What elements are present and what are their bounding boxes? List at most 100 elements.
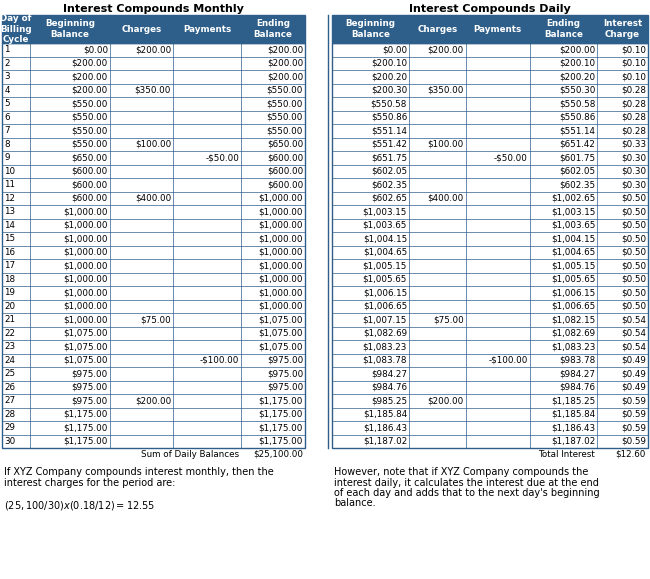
Text: $75.00: $75.00 bbox=[140, 315, 171, 324]
Bar bbox=[332, 15, 648, 43]
Text: 3: 3 bbox=[5, 72, 10, 81]
Text: $0.49: $0.49 bbox=[621, 383, 646, 392]
Text: 28: 28 bbox=[5, 410, 16, 419]
Text: $600.00: $600.00 bbox=[266, 180, 303, 189]
Text: $1,082.69: $1,082.69 bbox=[363, 329, 407, 338]
Text: $0.49: $0.49 bbox=[621, 356, 646, 365]
Text: $100.00: $100.00 bbox=[427, 140, 463, 149]
Text: $0.28: $0.28 bbox=[621, 86, 646, 95]
Text: 23: 23 bbox=[5, 342, 16, 351]
Text: $0.10: $0.10 bbox=[621, 72, 646, 81]
Text: $0.50: $0.50 bbox=[621, 302, 646, 311]
Bar bbox=[2, 15, 305, 43]
Text: $1,175.00: $1,175.00 bbox=[259, 396, 303, 405]
Text: $550.58: $550.58 bbox=[559, 99, 595, 108]
Bar bbox=[2, 15, 30, 43]
Text: $1,003.65: $1,003.65 bbox=[551, 221, 595, 230]
Bar bbox=[465, 15, 530, 43]
Text: $0.33: $0.33 bbox=[621, 140, 646, 149]
Text: $1,004.65: $1,004.65 bbox=[551, 248, 595, 256]
Text: $1,006.15: $1,006.15 bbox=[551, 288, 595, 297]
Text: $1,005.15: $1,005.15 bbox=[551, 261, 595, 270]
Text: $1,004.15: $1,004.15 bbox=[363, 234, 407, 243]
Bar bbox=[2, 43, 305, 448]
Text: $1,006.65: $1,006.65 bbox=[363, 302, 407, 311]
Text: 22: 22 bbox=[5, 329, 16, 338]
Text: $0.50: $0.50 bbox=[621, 207, 646, 216]
Text: $651.75: $651.75 bbox=[371, 153, 407, 162]
Text: Charges: Charges bbox=[417, 24, 458, 34]
Text: $551.14: $551.14 bbox=[371, 126, 407, 135]
Text: $0.00: $0.00 bbox=[83, 45, 108, 54]
Text: $1,000.00: $1,000.00 bbox=[259, 275, 303, 284]
Text: $600.00: $600.00 bbox=[266, 167, 303, 176]
Text: $0.59: $0.59 bbox=[621, 423, 646, 433]
Text: $25,100.00: $25,100.00 bbox=[253, 450, 303, 459]
Text: $0.59: $0.59 bbox=[621, 437, 646, 446]
Text: $1,175.00: $1,175.00 bbox=[259, 410, 303, 419]
Bar bbox=[332, 15, 409, 43]
Text: $1,000.00: $1,000.00 bbox=[64, 288, 108, 297]
Text: $200.00: $200.00 bbox=[72, 86, 108, 95]
Text: $0.50: $0.50 bbox=[621, 261, 646, 270]
Text: $0.50: $0.50 bbox=[621, 275, 646, 284]
Text: $0.30: $0.30 bbox=[621, 167, 646, 176]
Text: $1,175.00: $1,175.00 bbox=[259, 423, 303, 433]
Text: $1,075.00: $1,075.00 bbox=[64, 342, 108, 351]
Text: $1,000.00: $1,000.00 bbox=[64, 234, 108, 243]
Text: Sum of Daily Balances: Sum of Daily Balances bbox=[141, 450, 239, 459]
Text: $975.00: $975.00 bbox=[266, 369, 303, 378]
Bar bbox=[173, 15, 241, 43]
Text: $1,006.65: $1,006.65 bbox=[551, 302, 595, 311]
Text: $550.00: $550.00 bbox=[266, 126, 303, 135]
Text: Total Interest: Total Interest bbox=[538, 450, 595, 459]
Text: Charges: Charges bbox=[122, 24, 162, 34]
Text: $0.50: $0.50 bbox=[621, 248, 646, 256]
Text: $602.35: $602.35 bbox=[371, 180, 407, 189]
Text: $551.42: $551.42 bbox=[371, 140, 407, 149]
Text: 26: 26 bbox=[5, 383, 16, 392]
Text: $975.00: $975.00 bbox=[266, 356, 303, 365]
Text: $1,000.00: $1,000.00 bbox=[64, 302, 108, 311]
Text: 6: 6 bbox=[5, 113, 10, 122]
Text: $551.14: $551.14 bbox=[559, 126, 595, 135]
Text: 21: 21 bbox=[5, 315, 16, 324]
Text: $200.00: $200.00 bbox=[72, 72, 108, 81]
Text: 25: 25 bbox=[5, 369, 16, 378]
Text: $602.35: $602.35 bbox=[559, 180, 595, 189]
Text: interest charges for the period are:: interest charges for the period are: bbox=[4, 478, 176, 488]
Text: 15: 15 bbox=[5, 234, 16, 243]
Text: $550.00: $550.00 bbox=[72, 126, 108, 135]
Text: $1,075.00: $1,075.00 bbox=[259, 342, 303, 351]
Text: ($25,100/30) x (0.18/12) = $12.55: ($25,100/30) x (0.18/12) = $12.55 bbox=[4, 499, 155, 511]
Text: $75.00: $75.00 bbox=[433, 315, 463, 324]
Text: $1,000.00: $1,000.00 bbox=[64, 261, 108, 270]
Text: 4: 4 bbox=[5, 86, 10, 95]
Text: 11: 11 bbox=[5, 180, 16, 189]
Text: 7: 7 bbox=[5, 126, 10, 135]
Text: $550.58: $550.58 bbox=[370, 99, 407, 108]
Text: $1,004.65: $1,004.65 bbox=[363, 248, 407, 256]
Text: However, note that if XYZ Company compounds the: However, note that if XYZ Company compou… bbox=[334, 467, 588, 477]
Text: $0.30: $0.30 bbox=[621, 180, 646, 189]
Text: 16: 16 bbox=[5, 248, 16, 256]
Text: $1,007.15: $1,007.15 bbox=[363, 315, 407, 324]
Text: $12.60: $12.60 bbox=[616, 450, 646, 459]
Text: $1,175.00: $1,175.00 bbox=[64, 437, 108, 446]
Text: $650.00: $650.00 bbox=[72, 153, 108, 162]
Text: $600.00: $600.00 bbox=[72, 167, 108, 176]
Text: $1,000.00: $1,000.00 bbox=[64, 315, 108, 324]
Text: 12: 12 bbox=[5, 194, 16, 203]
Text: Ending
Balance: Ending Balance bbox=[544, 19, 583, 39]
Text: $1,187.02: $1,187.02 bbox=[363, 437, 407, 446]
Text: $1,000.00: $1,000.00 bbox=[259, 194, 303, 203]
Text: Payments: Payments bbox=[473, 24, 522, 34]
Text: $601.75: $601.75 bbox=[559, 153, 595, 162]
Text: $0.50: $0.50 bbox=[621, 288, 646, 297]
Text: -$50.00: -$50.00 bbox=[493, 153, 528, 162]
Text: $600.00: $600.00 bbox=[72, 180, 108, 189]
Text: $200.20: $200.20 bbox=[371, 72, 407, 81]
Text: $1,000.00: $1,000.00 bbox=[64, 207, 108, 216]
Text: $0.50: $0.50 bbox=[621, 221, 646, 230]
Text: $1,075.00: $1,075.00 bbox=[259, 315, 303, 324]
